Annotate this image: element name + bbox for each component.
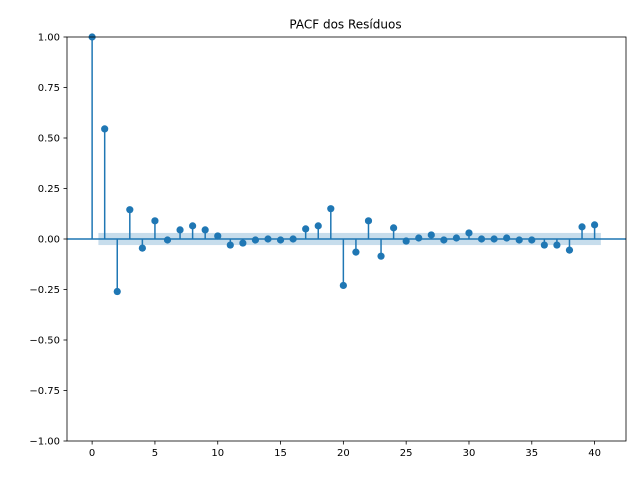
x-tick-label: 40 (588, 448, 601, 459)
stem-marker (515, 236, 523, 244)
stem-marker (189, 222, 197, 230)
stem-marker (151, 217, 159, 225)
stem-marker (214, 232, 222, 240)
y-tick-label: −0.50 (29, 336, 60, 347)
y-tick-label: −0.75 (29, 386, 60, 397)
stem-marker (465, 229, 473, 237)
stem-marker (314, 222, 322, 230)
stem-marker (239, 239, 247, 247)
stem-marker (251, 236, 260, 244)
stem-marker (490, 235, 498, 243)
stem-marker (440, 236, 448, 244)
stem-marker (377, 252, 385, 260)
stem-marker (289, 235, 297, 243)
y-tick-label: 0.00 (38, 235, 60, 246)
stem-marker (565, 246, 574, 254)
y-tick-label: 0.25 (38, 184, 60, 195)
x-tick-label: 35 (525, 448, 538, 459)
stem-marker (226, 241, 234, 249)
stem-marker (427, 231, 435, 239)
x-tick-label: 20 (337, 448, 350, 459)
y-tick-label: −0.25 (29, 285, 60, 296)
x-tick-label: 5 (152, 448, 158, 459)
stem-marker (528, 236, 536, 244)
stem-marker (364, 217, 373, 225)
stem-marker (352, 248, 360, 256)
stem-marker (101, 125, 109, 133)
stem-marker (276, 236, 285, 244)
stem-marker (113, 287, 121, 296)
stem-marker (302, 225, 310, 233)
stem-marker (503, 234, 511, 242)
axes-layer: 0 5 10 15 20 25 30 35 40 −1.00 −0.75 −0.50 −0.25 0.00… (29, 33, 627, 459)
y-tick-label: 1.00 (38, 33, 60, 44)
stem-marker (578, 223, 586, 231)
x-tick-label: 0 (89, 448, 95, 459)
stem-marker (590, 221, 599, 229)
stem-marker (138, 244, 146, 252)
stem-marker (163, 236, 172, 244)
x-tick-label: 15 (274, 448, 287, 459)
stem-marker (402, 237, 410, 245)
stem-marker (126, 206, 134, 214)
stem-marker (176, 226, 184, 234)
stem-marker (327, 205, 335, 213)
y-tick-label: 0.50 (38, 134, 60, 145)
chart-title: PACF dos Resíduos (289, 18, 401, 32)
y-tick-label: 0.75 (38, 83, 60, 94)
x-tick-label: 30 (463, 448, 476, 459)
stem-marker (390, 224, 398, 232)
stem-marker (477, 235, 486, 243)
stem-marker (264, 235, 272, 243)
stem-marker (201, 226, 209, 234)
stem-marker (415, 234, 423, 242)
stem-layer (67, 33, 626, 296)
stem-marker (540, 241, 548, 249)
x-tick-label: 10 (211, 448, 224, 459)
stem-marker (452, 234, 461, 242)
y-tick-label: −1.00 (29, 437, 60, 448)
x-tick-label: 25 (400, 448, 413, 459)
stem-marker (553, 241, 561, 249)
stem-marker (339, 281, 347, 290)
